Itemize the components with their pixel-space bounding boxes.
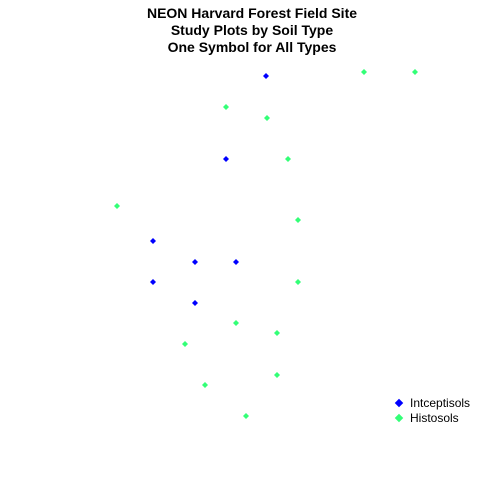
data-point-intceptisols-3	[192, 259, 198, 265]
data-point-intceptisols-5	[150, 279, 156, 285]
chart-title: NEON Harvard Forest Field Site Study Plo…	[0, 5, 504, 56]
legend-entry-histosols: Histosols	[394, 410, 470, 425]
legend-swatch-intceptisols	[394, 398, 404, 407]
legend-swatch-histosols	[394, 413, 404, 422]
data-point-histosols-4	[285, 156, 291, 162]
chart-title-line-1: NEON Harvard Forest Field Site	[146, 5, 358, 21]
data-point-histosols-6	[295, 217, 301, 223]
data-point-histosols-8	[233, 320, 239, 326]
data-point-histosols-11	[274, 372, 280, 378]
data-point-histosols-2	[223, 104, 229, 110]
data-point-histosols-10	[182, 341, 188, 347]
data-point-intceptisols-1	[223, 156, 229, 162]
data-point-intceptisols-2	[150, 238, 156, 244]
data-point-histosols-3	[264, 115, 270, 121]
data-point-intceptisols-6	[192, 300, 198, 306]
legend-entry-intceptisols: Intceptisols	[394, 395, 470, 410]
data-point-histosols-7	[295, 279, 301, 285]
data-point-histosols-1	[412, 69, 418, 75]
data-point-histosols-0	[361, 69, 367, 75]
legend-label-intceptisols: Intceptisols	[410, 395, 471, 410]
data-point-histosols-9	[274, 330, 280, 336]
data-point-histosols-13	[243, 413, 249, 419]
data-point-intceptisols-4	[233, 259, 239, 265]
legend-label-histosols: Histosols	[410, 410, 459, 425]
data-point-histosols-5	[114, 203, 120, 209]
chart-title-line-3: One Symbol for All Types	[167, 39, 337, 55]
legend: Intceptisols Histosols	[394, 395, 470, 425]
data-point-histosols-12	[202, 382, 208, 388]
data-point-intceptisols-0	[263, 73, 269, 79]
chart-title-line-2: Study Plots by Soil Type	[170, 22, 334, 38]
